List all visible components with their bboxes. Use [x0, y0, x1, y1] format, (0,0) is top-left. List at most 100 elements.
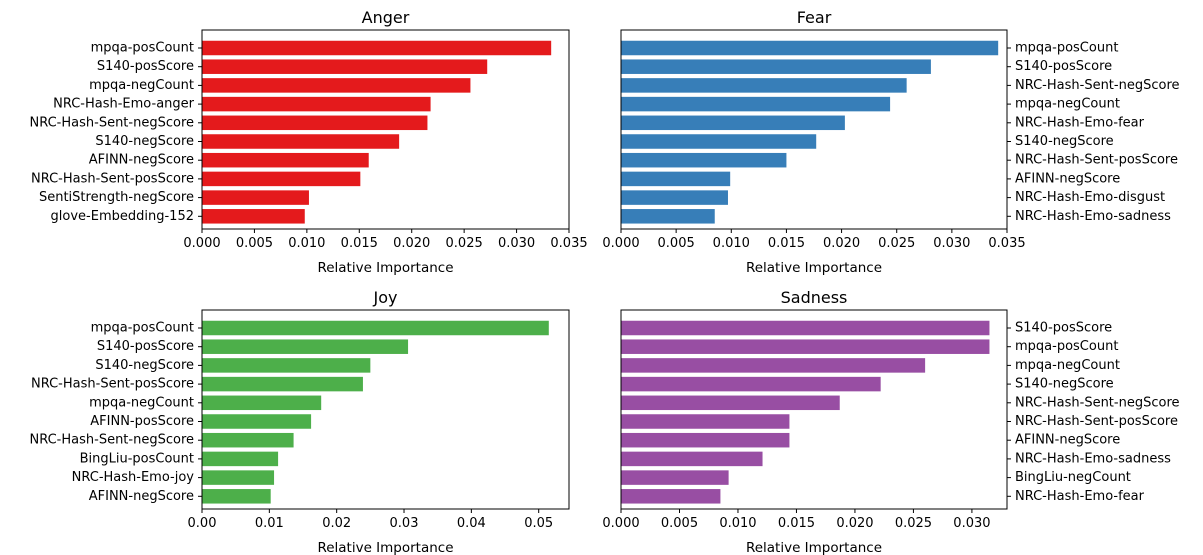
- sadness-category-label: NRC-Hash-Sent-posScore: [1015, 414, 1178, 429]
- joy-xtick-label: 0.01: [255, 516, 284, 531]
- anger-category-label: mpqa-negCount: [89, 78, 194, 93]
- joy-xtick-label: 0.05: [524, 516, 553, 531]
- sadness-xtick-label: 0.010: [719, 516, 756, 531]
- anger-xtick-label: 0.020: [393, 236, 430, 251]
- anger-category-label: AFINN-negScore: [89, 153, 194, 168]
- joy-xaxis-label: Relative Importance: [317, 540, 453, 555]
- sadness-xtick-label: 0.030: [953, 516, 990, 531]
- sadness-category-label: NRC-Hash-Emo-fear: [1015, 489, 1145, 504]
- anger-bar: [202, 40, 552, 56]
- fear-bar: [621, 59, 931, 74]
- panel-sadness: S140-posScore mpqa-posCount mpqa-negCount S…: [602, 288, 1179, 555]
- sadness-xtick-label: 0.000: [602, 516, 639, 531]
- anger-title: Anger: [362, 8, 410, 27]
- joy-title: Joy: [373, 288, 398, 307]
- sadness-category-label: AFINN-negScore: [1015, 433, 1120, 448]
- sadness-category-label: S140-negScore: [1015, 377, 1114, 392]
- anger-xtick-label: 0.035: [550, 236, 587, 251]
- fear-category-label: NRC-Hash-Emo-sadness: [1015, 209, 1171, 224]
- joy-category-label: mpqa-negCount: [89, 395, 194, 410]
- fear-category-label: AFINN-negScore: [1015, 171, 1120, 186]
- anger-category-label: NRC-Hash-Sent-negScore: [30, 115, 195, 130]
- anger-bar: [202, 115, 428, 131]
- sadness-bar: [621, 432, 790, 448]
- sadness-xtick-label: 0.025: [895, 516, 932, 531]
- fear-xtick-label: 0.000: [602, 236, 639, 251]
- anger-category-label: NRC-Hash-Emo-anger: [53, 97, 195, 112]
- fear-xtick-label: 0.025: [878, 236, 915, 251]
- sadness-category-label: NRC-Hash-Emo-sadness: [1015, 451, 1171, 466]
- fear-bar: [621, 209, 715, 224]
- joy-bar: [202, 395, 322, 411]
- fear-bar: [621, 115, 845, 131]
- joy-category-label: mpqa-posCount: [91, 321, 194, 336]
- fear-bar: [621, 152, 787, 168]
- fear-category-label: NRC-Hash-Emo-disgust: [1015, 190, 1165, 205]
- fear-xtick-label: 0.020: [823, 236, 860, 251]
- anger-bar: [202, 78, 471, 93]
- fear-category-label: S140-posScore: [1015, 59, 1112, 74]
- joy-category-label: AFINN-negScore: [89, 489, 194, 504]
- anger-bar: [202, 59, 488, 74]
- anger-bar: [202, 171, 361, 187]
- joy-bar: [202, 489, 271, 504]
- fear-bar: [621, 134, 817, 149]
- anger-xtick-label: 0.015: [341, 236, 378, 251]
- sadness-xtick-label: 0.005: [661, 516, 698, 531]
- sadness-category-label: S140-posScore: [1015, 321, 1112, 336]
- joy-category-label: AFINN-posScore: [90, 414, 194, 429]
- anger-bar: [202, 134, 400, 149]
- joy-category-label: NRC-Hash-Sent-negScore: [30, 433, 195, 448]
- sadness-xaxis-label: Relative Importance: [746, 540, 882, 555]
- panel-anger: mpqa-posCount S140-posScore mpqa-negCount N…: [30, 8, 588, 276]
- joy-bar: [202, 414, 312, 429]
- joy-bar: [202, 451, 279, 467]
- joy-bar: [202, 339, 409, 354]
- anger-category-label: SentiStrength-negScore: [39, 190, 194, 205]
- joy-xtick-label: 0.04: [457, 516, 486, 531]
- joy-bar: [202, 376, 363, 392]
- fear-xaxis-label: Relative Importance: [746, 260, 882, 276]
- fear-xtick-label: 0.015: [768, 236, 805, 251]
- fear-bar: [621, 190, 728, 205]
- anger-category-label: mpqa-posCount: [91, 41, 194, 56]
- sadness-xtick-label: 0.015: [778, 516, 815, 531]
- fear-xtick-label: 0.005: [658, 236, 695, 251]
- joy-category-label: NRC-Hash-Sent-posScore: [31, 377, 194, 392]
- joy-xtick-label: 0.00: [188, 516, 217, 531]
- joy-axes-frame: [201, 309, 570, 510]
- anger-category-label: NRC-Hash-Sent-posScore: [31, 171, 194, 186]
- fear-axes-frame: [620, 29, 1008, 230]
- panel-fear: mpqa-posCount S140-posScore NRC-Hash-Sent-…: [602, 8, 1179, 276]
- anger-xtick-label: 0.005: [236, 236, 273, 251]
- joy-category-label: S140-negScore: [95, 358, 194, 373]
- fear-category-label: NRC-Hash-Emo-fear: [1015, 115, 1145, 130]
- fear-category-label: S140-negScore: [1015, 134, 1114, 149]
- joy-bar: [202, 432, 294, 448]
- sadness-bar: [621, 451, 763, 467]
- anger-bar: [202, 152, 369, 168]
- sadness-bar: [621, 489, 721, 504]
- anger-xtick-label: 0.000: [183, 236, 220, 251]
- sadness-category-label: mpqa-negCount: [1015, 358, 1120, 373]
- fear-category-label: mpqa-negCount: [1015, 97, 1120, 112]
- fear-category-label: mpqa-posCount: [1015, 41, 1118, 56]
- sadness-axes-frame: [620, 309, 1008, 510]
- fear-xtick-label: 0.010: [713, 236, 750, 251]
- joy-bar: [202, 470, 275, 485]
- joy-category-label: BingLiu-posCount: [80, 451, 194, 466]
- anger-xtick-label: 0.030: [498, 236, 535, 251]
- fear-category-label: NRC-Hash-Sent-negScore: [1015, 78, 1180, 93]
- joy-bar: [202, 320, 549, 336]
- sadness-bar: [621, 376, 881, 392]
- joy-category-label: S140-posScore: [97, 339, 194, 354]
- fear-bar: [621, 96, 891, 112]
- anger-bar: [202, 209, 305, 224]
- anger-category-label: S140-posScore: [97, 59, 194, 74]
- sadness-title: Sadness: [781, 288, 848, 307]
- fear-xtick-label: 0.035: [988, 236, 1025, 251]
- sadness-xtick-label: 0.020: [836, 516, 873, 531]
- joy-category-label: NRC-Hash-Emo-joy: [72, 470, 195, 485]
- anger-category-label: glove-Embedding-152: [51, 209, 194, 224]
